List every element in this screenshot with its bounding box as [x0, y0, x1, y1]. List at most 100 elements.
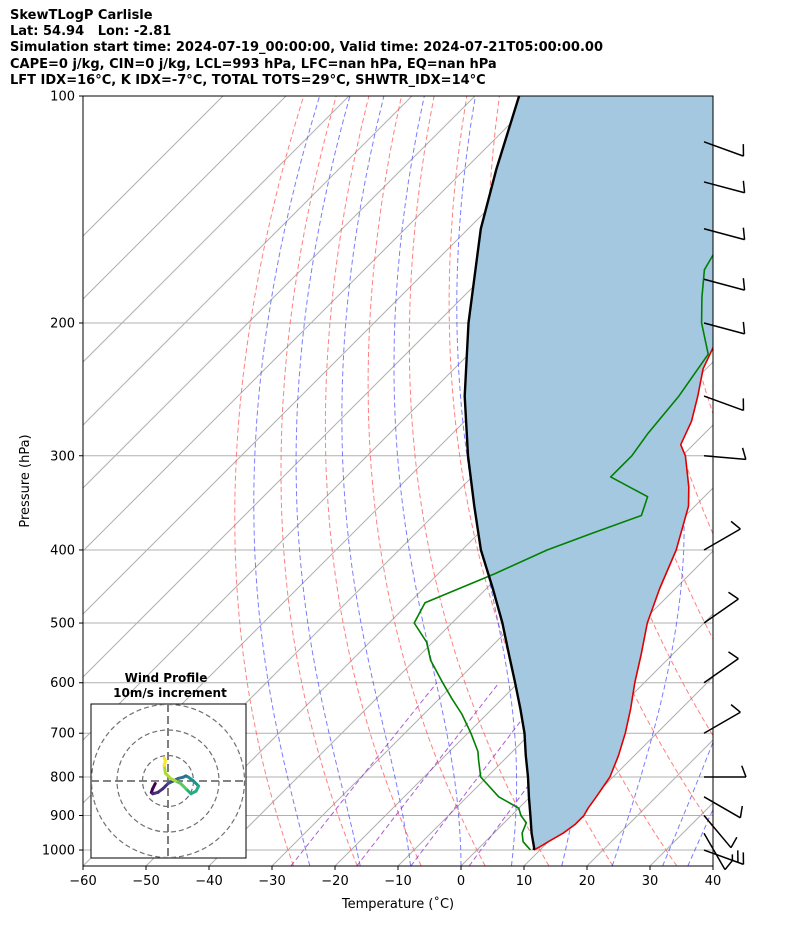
- hodograph-rings: [91, 704, 246, 858]
- wind-barb-staff: [703, 832, 726, 870]
- dry-adiabat: [367, 96, 486, 866]
- wind-barb: [703, 180, 746, 194]
- mixing-ratio-line: [356, 682, 500, 866]
- x-tick-label: 0: [457, 874, 465, 889]
- moist-adiabat: [456, 96, 518, 866]
- dry-adiabat: [760, 96, 794, 866]
- wind-barb: [703, 651, 739, 684]
- wind-barbs: [703, 141, 747, 871]
- y-tick-label: 100: [50, 90, 75, 105]
- mixing-ratio-line: [290, 682, 438, 866]
- isotherm-gridline: [83, 96, 476, 489]
- wind-barb-flag: [730, 520, 741, 530]
- wind-barb: [703, 321, 746, 335]
- x-tick-label: 10: [516, 874, 533, 889]
- wind-barb-staff: [703, 322, 745, 335]
- y-tick-label: 400: [50, 543, 75, 558]
- wind-barb-staff: [703, 278, 745, 291]
- x-tick-label: −60: [69, 874, 96, 889]
- hodograph-trace-segment: [162, 756, 167, 763]
- moist-adiabat: [712, 864, 713, 866]
- moist-adiabat: [253, 96, 321, 866]
- y-tick-label: 600: [50, 676, 75, 691]
- dry-adiabat: [448, 96, 614, 866]
- wind-barb-flag: [730, 704, 741, 713]
- y-tick-label: 500: [50, 617, 75, 632]
- wind-barb-flag: [741, 447, 747, 460]
- wind-barb: [703, 520, 741, 551]
- y-axis-label: Pressure (hPa): [18, 434, 33, 527]
- chart-header: SkewTLogP Carlisle Lat: 54.94 Lon: -2.81…: [10, 8, 603, 89]
- wind-barb: [704, 765, 747, 778]
- y-tick-label: 1000: [42, 844, 75, 859]
- wind-barb-staff: [703, 141, 744, 157]
- isotherm-gridline: [712, 865, 713, 866]
- x-tick-label: −50: [132, 874, 159, 889]
- wind-barb-flag: [742, 321, 746, 334]
- dewpoint-line: [413, 253, 713, 851]
- y-tick-label: 800: [50, 770, 75, 785]
- moist-adiabat: [393, 96, 462, 866]
- x-tick-label: −30: [258, 874, 285, 889]
- wind-barb: [703, 227, 746, 241]
- moist-adiabat: [341, 96, 412, 866]
- dry-adiabat: [324, 96, 422, 866]
- isotherm-gridline: [83, 96, 413, 426]
- y-tick-label: 900: [50, 809, 75, 824]
- wind-barb-flag: [728, 651, 739, 660]
- cin-shading: [464, 96, 713, 850]
- wind-barb-staff: [703, 528, 741, 551]
- x-tick-label: 20: [579, 874, 596, 889]
- moist-adiabat: [738, 96, 794, 866]
- isotherm-gridline: [83, 96, 539, 552]
- isotherm-gridline: [83, 96, 350, 363]
- wind-barb-staff: [703, 228, 745, 241]
- isotherm-gridline: [83, 96, 287, 300]
- wind-barb: [703, 395, 745, 412]
- parcel-path-line: [463, 96, 536, 851]
- moist-adiabat: [295, 96, 361, 866]
- wind-barb: [703, 815, 738, 849]
- x-tick-label: −40: [195, 874, 222, 889]
- isotherm-gridline: [523, 676, 713, 866]
- x-tick-label: −20: [321, 874, 348, 889]
- isotherm-gridline: [334, 487, 713, 866]
- dry-adiabat: [728, 96, 794, 866]
- station-title: SkewTLogP Carlisle: [10, 8, 153, 23]
- y-tick-label: 700: [50, 727, 75, 742]
- wind-barb: [703, 849, 745, 866]
- wind-barb-staff: [703, 181, 745, 194]
- wind-barb: [703, 447, 747, 461]
- wind-barb: [703, 704, 741, 734]
- wind-barb-flag: [730, 836, 738, 849]
- wind-barb-staff: [703, 849, 744, 866]
- x-axis-label: Temperature (˚C): [341, 896, 454, 912]
- wind-barb-flag: [728, 591, 739, 600]
- isotherm-gridline: [83, 96, 224, 237]
- x-tick-label: 30: [642, 874, 659, 889]
- wind-barb-flag: [742, 278, 746, 291]
- x-tick-label: 40: [705, 874, 722, 889]
- wind-barb-staff: [703, 658, 739, 684]
- y-tick-label: 200: [50, 316, 75, 331]
- dry-adiabat: [662, 96, 713, 416]
- wind-barb: [703, 832, 734, 871]
- moist-adiabat: [662, 740, 713, 866]
- wind-barb: [703, 141, 745, 157]
- wind-barb: [703, 796, 744, 819]
- wind-barb-staff: [703, 395, 744, 412]
- isotherm-gridline: [776, 96, 794, 866]
- wind-barb-flag: [742, 180, 746, 193]
- station-coordinates: Lat: 54.94 Lon: -2.81: [10, 24, 172, 40]
- instability-indices: CAPE=0 j/kg, CIN=0 j/kg, LCL=993 hPa, LF…: [10, 56, 497, 72]
- wind-barb-staff: [703, 796, 741, 819]
- stability-indices: LFT IDX=16°C, K IDX=-7°C, TOTAL TOTS=29°…: [10, 72, 486, 88]
- hodograph-title: Wind Profile: [125, 671, 208, 685]
- hodograph-subtitle: 10m/s increment: [113, 686, 227, 700]
- x-tick-label: −10: [384, 874, 411, 889]
- simulation-times: Simulation start time: 2024-07-19_00:00:…: [10, 40, 603, 56]
- hodograph-ring: [91, 704, 246, 858]
